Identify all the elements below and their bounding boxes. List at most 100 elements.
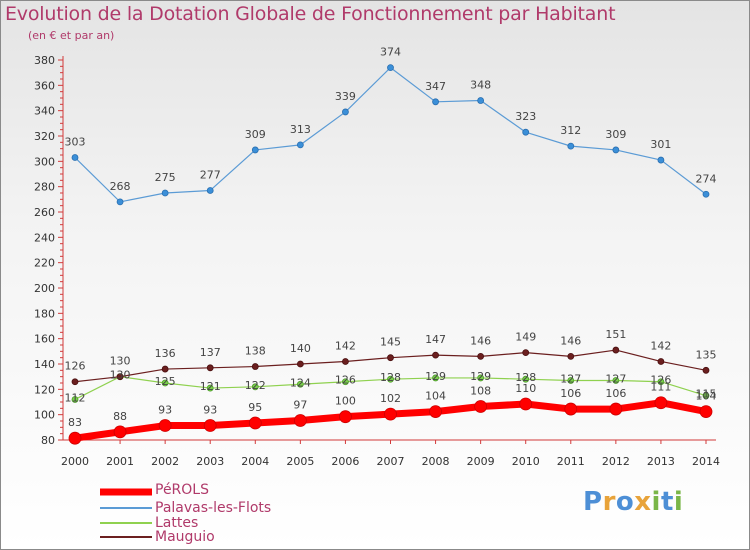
- data-label-lattes: 125: [155, 375, 176, 388]
- data-point-palavas: [657, 156, 665, 164]
- data-label-lattes: 129: [425, 370, 446, 383]
- data-label-mauguio: 147: [425, 333, 446, 346]
- logo-letter: x: [634, 487, 652, 517]
- data-point-mauguio: [296, 360, 304, 368]
- data-label-palavas: 313: [290, 123, 311, 136]
- data-point-palavas: [161, 189, 169, 197]
- data-label-lattes: 128: [515, 371, 536, 384]
- data-label-palavas: 309: [245, 128, 266, 141]
- legend-label-perols: PéROLS: [155, 482, 209, 498]
- data-label-lattes: 129: [470, 370, 491, 383]
- data-point-palavas: [477, 97, 485, 104]
- data-point-perols: [293, 414, 307, 427]
- data-label-perols: 108: [470, 385, 491, 398]
- x-tick-label: 2009: [467, 455, 495, 468]
- data-label-lattes: 128: [380, 371, 401, 384]
- data-point-lattes: [387, 375, 394, 383]
- data-point-palavas: [522, 128, 530, 136]
- y-tick-label: 140: [34, 358, 55, 371]
- data-point-mauguio: [657, 358, 665, 365]
- data-label-lattes: 130: [110, 369, 131, 382]
- data-point-mauguio: [702, 366, 710, 374]
- data-label-palavas: 309: [605, 128, 626, 141]
- axes: 80 100 120 140 160 180 200 220 240 260 280 300 320 34…: [34, 54, 720, 468]
- x-tick-label: 2002: [151, 455, 179, 468]
- series-layer: 303 268 275 277 309 313 339 374 347 348 323 312 309 3…: [65, 46, 717, 445]
- data-point-lattes: [161, 379, 169, 387]
- y-tick-label: 260: [34, 206, 55, 219]
- logo-letter: o: [615, 487, 635, 517]
- data-label-palavas: 339: [335, 90, 356, 103]
- data-point-mauguio: [522, 349, 530, 357]
- x-tick-label: 2006: [331, 455, 359, 468]
- data-label-perols: 100: [335, 395, 356, 408]
- data-label-mauguio: 149: [515, 331, 536, 344]
- data-point-perols: [519, 397, 533, 411]
- data-label-palavas: 277: [200, 168, 221, 181]
- data-point-perols: [429, 405, 442, 419]
- data-label-lattes: 126: [650, 374, 671, 387]
- data-label-palavas: 303: [65, 136, 86, 149]
- data-point-perols: [158, 419, 172, 432]
- data-label-perols: 95: [248, 401, 262, 414]
- data-label-palavas: 347: [425, 80, 446, 93]
- data-point-lattes: [251, 383, 259, 391]
- y-tick-label: 380: [34, 54, 55, 67]
- x-tick-label: 2003: [196, 455, 224, 468]
- x-tick-label: 2014: [692, 455, 720, 468]
- chart-title: Evolution de la Dotation Globale de Fonc…: [5, 3, 616, 25]
- data-label-perols: 110: [515, 382, 536, 395]
- data-label-mauguio: 151: [605, 328, 626, 341]
- data-label-mauguio: 146: [560, 334, 581, 347]
- data-point-lattes: [296, 380, 304, 388]
- data-point-perols: [564, 402, 578, 416]
- data-point-mauguio: [477, 352, 485, 360]
- data-label-perols: 106: [560, 387, 581, 400]
- data-label-palavas: 274: [696, 172, 717, 185]
- data-point-lattes: [206, 384, 214, 392]
- data-label-palavas: 323: [515, 110, 536, 123]
- data-label-palavas: 348: [470, 79, 491, 92]
- logo-letter: i: [651, 487, 661, 517]
- data-point-palavas: [71, 154, 79, 161]
- data-label-palavas: 301: [650, 138, 671, 151]
- y-tick-label: 320: [34, 130, 55, 143]
- data-label-palavas: 312: [560, 124, 581, 137]
- data-label-lattes: 121: [200, 380, 221, 393]
- data-point-perols: [384, 407, 397, 421]
- y-tick-label: 300: [34, 155, 55, 168]
- data-point-lattes: [657, 378, 665, 386]
- x-tick-label: 2010: [512, 455, 540, 468]
- data-label-mauguio: 137: [200, 346, 221, 359]
- data-point-perols: [339, 410, 352, 424]
- data-point-palavas: [612, 146, 620, 154]
- legend-label-palavas: Palavas-les-Flots: [155, 500, 272, 516]
- logo-letter: P: [583, 487, 603, 517]
- data-label-mauguio: 142: [650, 339, 671, 352]
- x-tick-label: 2012: [602, 455, 630, 468]
- proxiti-logo: Proxiti: [583, 487, 683, 517]
- data-label-mauguio: 130: [110, 355, 131, 368]
- data-label-mauguio: 142: [335, 339, 356, 352]
- data-point-palavas: [432, 98, 439, 106]
- data-point-mauguio: [387, 354, 394, 362]
- data-label-perols: 93: [158, 404, 172, 417]
- legend-swatches: [100, 488, 152, 538]
- data-point-palavas: [116, 198, 124, 206]
- data-label-perols: 111: [650, 381, 671, 394]
- data-point-mauguio: [432, 351, 439, 359]
- data-label-lattes: 127: [560, 372, 581, 385]
- x-tick-label: 2011: [557, 455, 585, 468]
- x-tick-label: 2007: [377, 455, 405, 468]
- data-label-palavas: 268: [110, 180, 131, 193]
- data-label-lattes: 126: [335, 374, 356, 387]
- x-tick-label: 2000: [61, 455, 89, 468]
- chart-subtitle: (en € et par an): [28, 29, 115, 42]
- x-tick-label: 2005: [286, 455, 314, 468]
- y-tick-label: 340: [34, 105, 55, 118]
- data-label-perols: 106: [605, 387, 626, 400]
- data-point-mauguio: [567, 352, 575, 360]
- data-label-lattes: 115: [696, 388, 717, 401]
- data-point-lattes: [522, 375, 530, 383]
